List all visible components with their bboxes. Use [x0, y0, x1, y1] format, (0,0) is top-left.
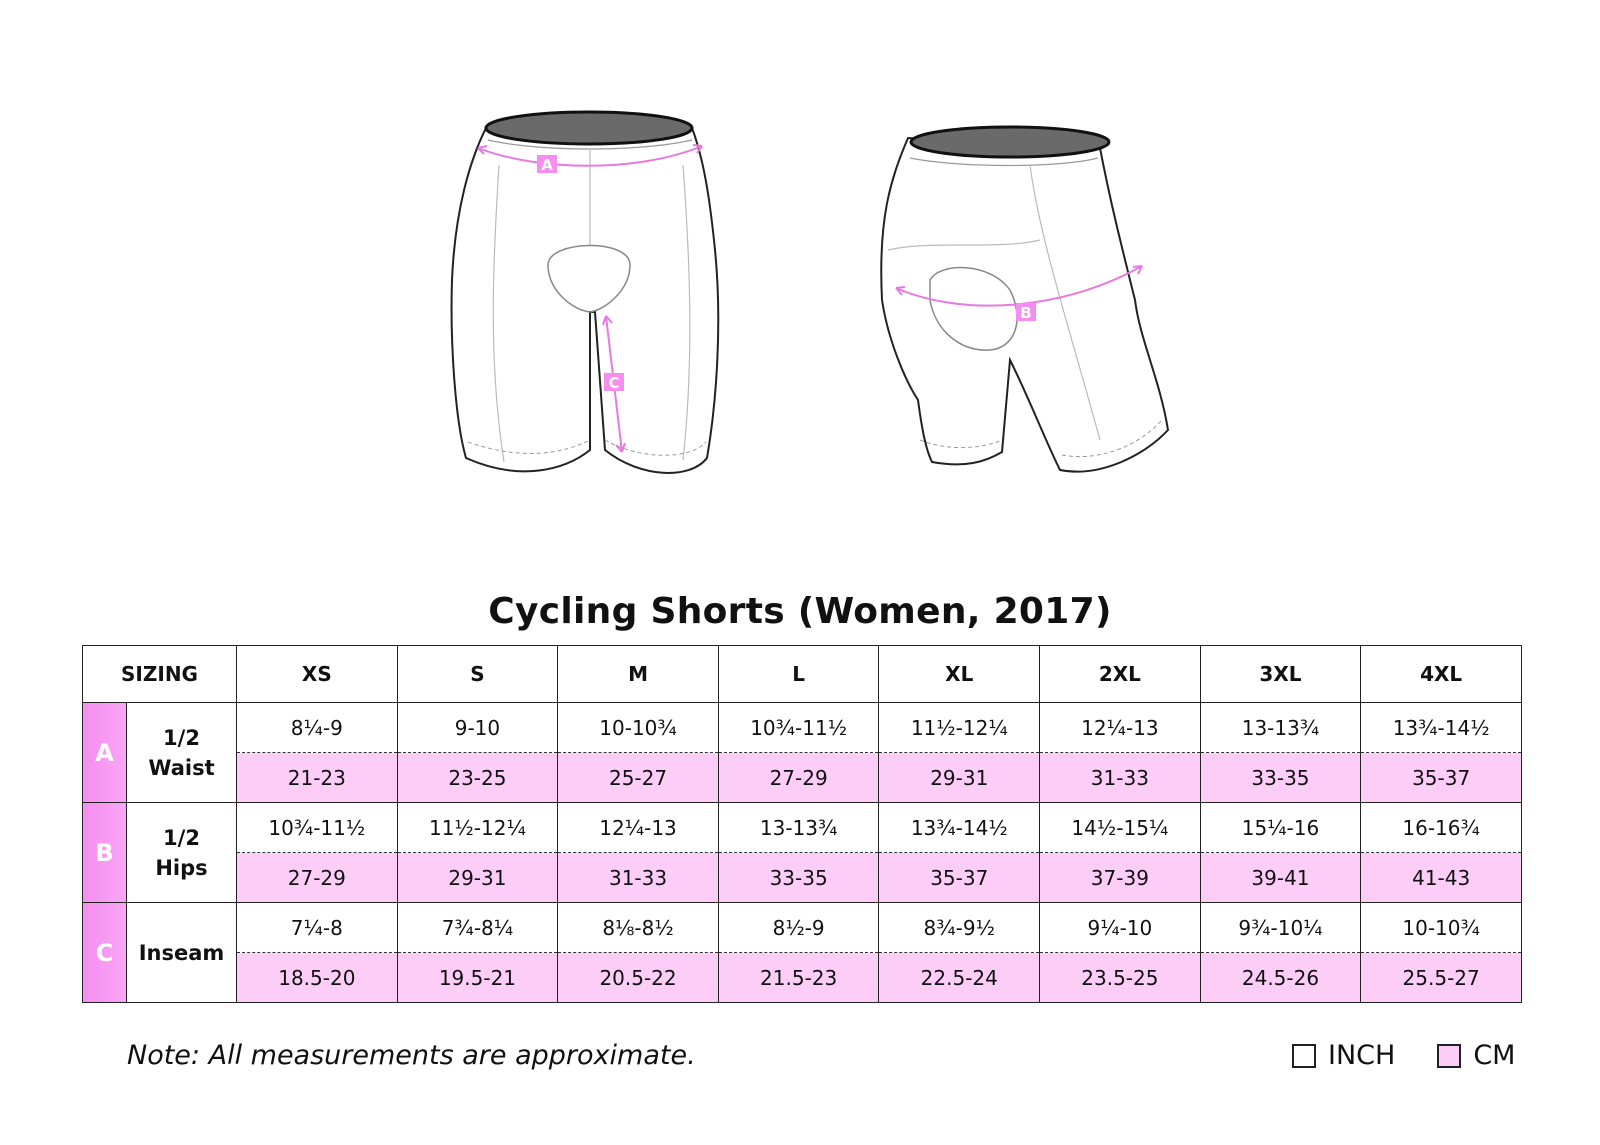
table-cell: 37-39 [1039, 852, 1201, 903]
table-cell: 8¼-9 [236, 702, 398, 753]
row-hips-inch: B 1/2 Hips 10¾-11½ 11½-12¼ 12¼-13 13-13¾… [82, 802, 1522, 903]
size-header-2xl: 2XL [1039, 645, 1201, 703]
cm-swatch [1437, 1043, 1462, 1068]
size-header-4xl: 4XL [1360, 645, 1522, 703]
table-cell: 20.5-22 [557, 952, 719, 1003]
table-cell: 33-35 [717, 852, 880, 903]
table-cell: 12¼-13 [557, 802, 719, 853]
table-cell: 7¼-8 [236, 902, 398, 953]
table-cell: 7¾-8¼ [396, 902, 559, 953]
table-cell: 19.5-21 [396, 952, 559, 1003]
shorts-diagram: A C B [450, 110, 1170, 474]
front-view-shorts [450, 110, 720, 474]
table-cell: 11½-12¼ [396, 802, 559, 853]
table-cell: 8¾-9½ [878, 902, 1041, 953]
marker-a-box [537, 155, 557, 173]
row-label-line1: Inseam [138, 940, 225, 965]
row-letter-a: A [82, 702, 127, 803]
size-header-s: S [396, 645, 559, 703]
table-cell: 10¾-11½ [717, 702, 880, 753]
table-cell: 39-41 [1199, 852, 1362, 903]
table-cell: 9¾-10¼ [1199, 902, 1362, 953]
row-label-line1: 1/2 [163, 825, 200, 850]
inch-swatch [1292, 1043, 1316, 1068]
marker-b-label: B [1020, 304, 1031, 322]
size-header-l: L [717, 645, 880, 703]
row-inseam-cm: 18.5-20 19.5-21 20.5-22 21.5-23 22.5-24 … [83, 952, 1522, 1003]
marker-a-label: A [541, 156, 553, 174]
table-cell: 10-10¾ [557, 702, 719, 753]
table-cell: 23.5-25 [1039, 952, 1201, 1003]
table-cell: 23-25 [396, 752, 559, 803]
row-label-line2: Waist [148, 755, 215, 780]
table-cell: 22.5-24 [878, 952, 1041, 1003]
table-cell: 13¾-14½ [1360, 702, 1522, 753]
row-letter-b: B [82, 802, 127, 903]
cm-legend-label: CM [1473, 1040, 1516, 1071]
table-cell: 9¼-10 [1039, 902, 1201, 953]
row-inseam-inch: C Inseam 7¼-8 7¾-8¼ 8⅛-8½ 8½-9 8¾-9½ 9¼-… [82, 902, 1522, 1003]
table-cell: 13-13¾ [1199, 702, 1362, 753]
size-header-xl: XL [878, 645, 1041, 703]
table-cell: 12¼-13 [1039, 702, 1201, 753]
table-cell: 33-35 [1199, 752, 1362, 803]
row-letter-c: C [82, 902, 127, 1003]
table-cell: 29-31 [878, 752, 1041, 803]
marker-c-box [604, 373, 624, 391]
table-cell: 29-31 [396, 852, 559, 903]
unit-legend: INCH CM [1292, 1040, 1515, 1071]
table-cell: 16-16¾ [1360, 802, 1522, 853]
size-header-m: M [557, 645, 719, 703]
marker-b-box [1016, 303, 1036, 321]
measurement-note: Note: All measurements are approximate. [127, 1040, 696, 1071]
side-view-shorts [880, 125, 1170, 473]
header-row: SIZING XS S M L XL 2XL 3XL 4XL [81, 645, 1522, 703]
table-cell: 11½-12¼ [878, 702, 1041, 753]
table-cell: 21-23 [236, 752, 398, 803]
table-cell: 14½-15¼ [1039, 802, 1201, 853]
row-waist-cm: 21-23 23-25 25-27 27-29 29-31 31-33 33-3… [83, 752, 1522, 803]
row-label-waist: 1/2 Waist [125, 702, 238, 803]
table-cell: 9-10 [396, 702, 559, 753]
shorts-illustrations: A C B [0, 0, 1600, 520]
measure-line-a [477, 144, 703, 167]
table-cell: 24.5-26 [1199, 952, 1362, 1003]
table-cell: 13¾-14½ [878, 802, 1041, 853]
size-header-3xl: 3XL [1199, 645, 1362, 703]
row-label-inseam: Inseam [125, 902, 238, 1003]
measure-line-b [895, 265, 1143, 307]
table-cell: 8½-9 [717, 902, 880, 953]
sizing-header: SIZING [81, 645, 238, 703]
table-cell: 10-10¾ [1360, 902, 1522, 953]
table-cell: 31-33 [557, 852, 719, 903]
table-cell: 13-13¾ [717, 802, 880, 853]
page-title: Cycling Shorts (Women, 2017) [488, 591, 1112, 632]
row-hips-cm: 27-29 29-31 31-33 33-35 35-37 37-39 39-4… [83, 852, 1522, 903]
table-cell: 31-33 [1039, 752, 1201, 803]
table-cell: 27-29 [236, 852, 398, 903]
table-cell: 41-43 [1360, 852, 1522, 903]
row-label-line2: Hips [155, 855, 208, 880]
row-label-line1: 1/2 [163, 725, 200, 750]
row-label-hips: 1/2 Hips [125, 802, 238, 903]
table-cell: 21.5-23 [717, 952, 880, 1003]
table-cell: 15¼-16 [1199, 802, 1362, 853]
table-cell: 18.5-20 [236, 952, 398, 1003]
table-cell: 35-37 [1360, 752, 1522, 803]
size-table: SIZING XS S M L XL 2XL 3XL 4XL A 1/2 Wai… [81, 645, 1522, 1003]
table-cell: 10¾-11½ [236, 802, 398, 853]
table-cell: 25.5-27 [1360, 952, 1522, 1003]
marker-c-label: C [608, 374, 619, 392]
size-header-xs: XS [236, 645, 398, 703]
table-cell: 25-27 [557, 752, 719, 803]
inch-legend-label: INCH [1328, 1040, 1396, 1071]
table-cell: 8⅛-8½ [557, 902, 719, 953]
table-cell: 27-29 [717, 752, 880, 803]
table-cell: 35-37 [878, 852, 1041, 903]
row-waist-inch: A 1/2 Waist 8¼-9 9-10 10-10¾ 10¾-11½ 11½… [82, 702, 1522, 803]
